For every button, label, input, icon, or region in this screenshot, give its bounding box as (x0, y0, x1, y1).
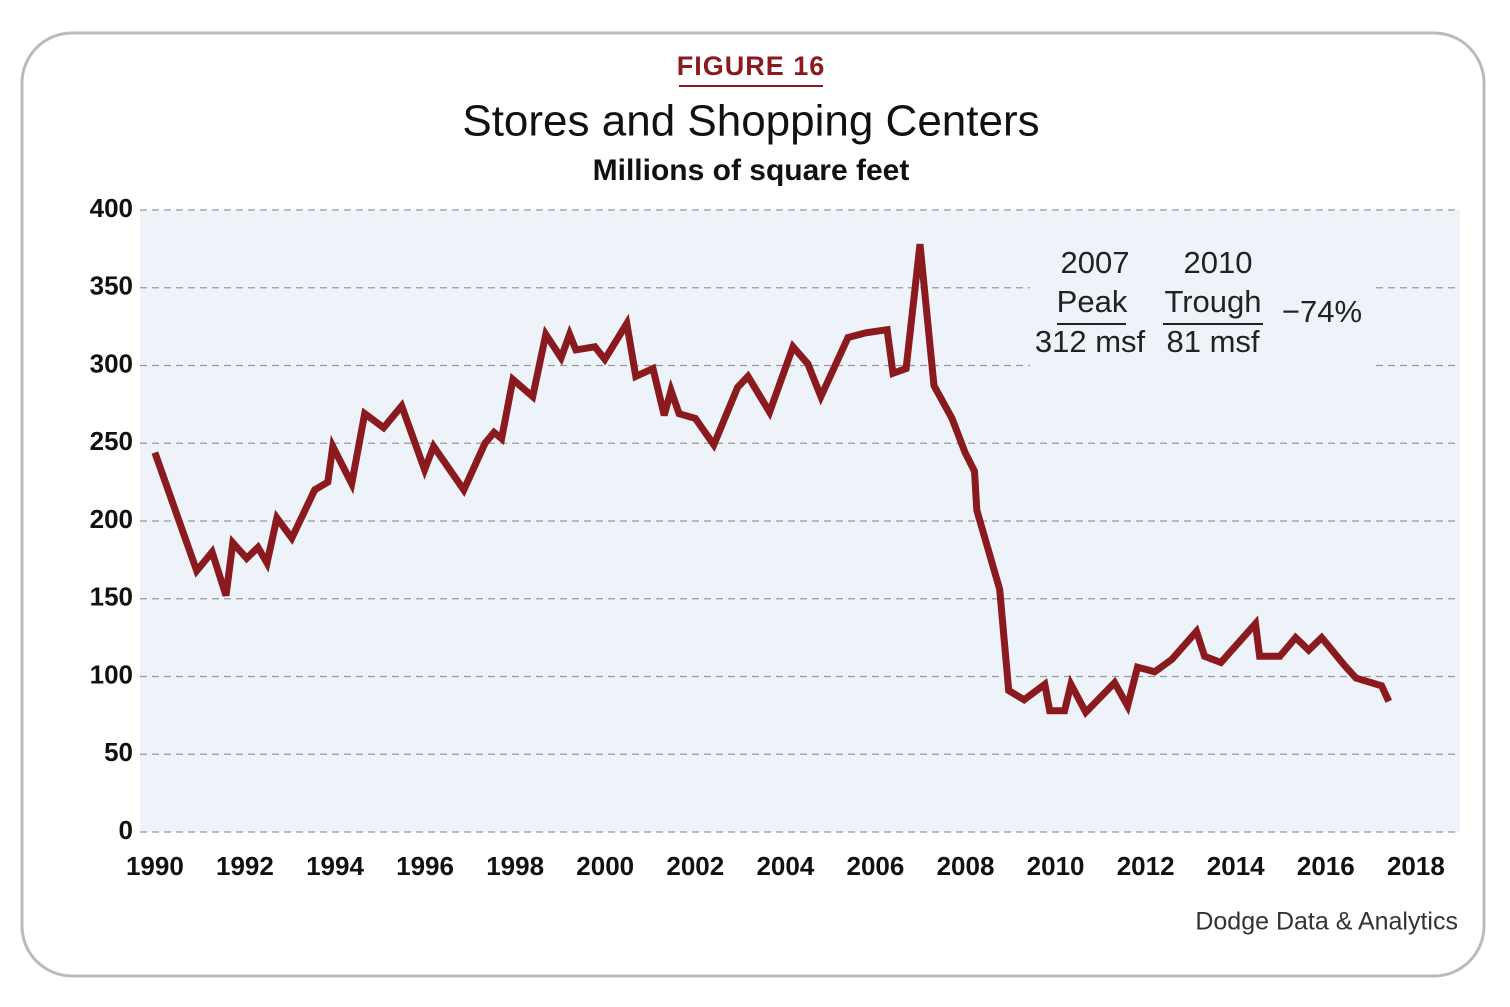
x-tick-label: 2010 (1027, 851, 1085, 881)
x-tick-label: 1998 (486, 851, 544, 881)
y-tick-label: 350 (90, 271, 133, 301)
annotation: −74% (1282, 294, 1362, 329)
y-tick-label: 250 (90, 426, 133, 456)
annotation: Peak (1057, 284, 1128, 319)
annotation: 2007 (1061, 245, 1130, 280)
y-tick-label: 100 (90, 659, 133, 689)
annotation: 2010 (1184, 245, 1253, 280)
annotation-box (1030, 245, 1375, 370)
x-tick-label: 2000 (576, 851, 634, 881)
chart-title: Stores and Shopping Centers (462, 97, 1039, 146)
x-tick-label: 2008 (937, 851, 995, 881)
x-tick-label: 1992 (216, 851, 274, 881)
annotation: Trough (1164, 284, 1261, 319)
y-tick-label: 300 (90, 348, 133, 378)
x-tick-label: 2012 (1117, 851, 1175, 881)
y-tick-label: 150 (90, 582, 133, 612)
x-tick-label: 2002 (666, 851, 724, 881)
y-tick-label: 50 (104, 737, 133, 767)
y-tick-label: 0 (119, 815, 133, 845)
x-tick-label: 1996 (396, 851, 454, 881)
x-tick-label: 2018 (1387, 851, 1445, 881)
x-tick-label: 1994 (306, 851, 364, 881)
x-tick-label: 2004 (756, 851, 814, 881)
annotation: 81 msf (1166, 324, 1259, 359)
y-tick-label: 200 (90, 504, 133, 534)
data-line (151, 243, 1392, 719)
x-tick-label: 2006 (847, 851, 905, 881)
x-tick-label: 2016 (1297, 851, 1355, 881)
x-tick-label: 2014 (1207, 851, 1265, 881)
source: Dodge Data & Analytics (1195, 908, 1458, 936)
x-tick-label: 1990 (126, 851, 184, 881)
annotation: 312 msf (1035, 324, 1146, 359)
y-tick-label: 400 (90, 193, 133, 223)
figure-label: FIGURE 16 (677, 51, 826, 81)
chart-subtitle: Millions of square feet (593, 154, 910, 187)
